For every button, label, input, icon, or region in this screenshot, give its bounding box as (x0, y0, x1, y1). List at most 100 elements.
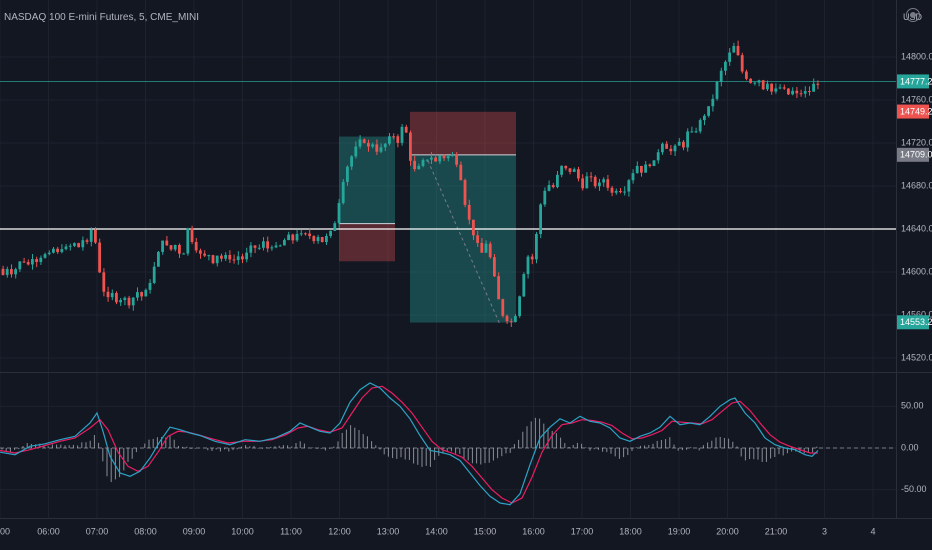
candle[interactable] (224, 254, 227, 259)
candle[interactable] (329, 230, 332, 236)
candle[interactable] (791, 90, 794, 95)
candle[interactable] (425, 159, 429, 161)
candle[interactable] (337, 203, 341, 224)
gear-icon[interactable] (906, 8, 920, 22)
candle[interactable] (375, 144, 379, 152)
candle[interactable] (581, 178, 584, 189)
candle[interactable] (451, 154, 454, 157)
candle[interactable] (22, 261, 26, 263)
candle[interactable] (560, 165, 563, 175)
candle[interactable] (551, 185, 555, 188)
candle[interactable] (719, 70, 723, 82)
candle[interactable] (316, 237, 320, 242)
candle[interactable] (350, 156, 353, 167)
candle[interactable] (753, 82, 757, 84)
candle[interactable] (308, 233, 311, 237)
candle[interactable] (64, 246, 68, 250)
candle[interactable] (249, 245, 253, 253)
candle[interactable] (778, 87, 782, 89)
candle[interactable] (724, 61, 727, 71)
candle[interactable] (262, 241, 265, 248)
candle[interactable] (236, 256, 240, 260)
candle[interactable] (484, 243, 488, 253)
candle[interactable] (131, 297, 135, 306)
candle[interactable] (304, 233, 307, 235)
candle[interactable] (148, 282, 152, 290)
candle[interactable] (745, 71, 748, 79)
candle[interactable] (291, 234, 295, 241)
candle[interactable] (413, 160, 416, 170)
macd-line[interactable] (0, 382, 819, 506)
candle[interactable] (127, 297, 131, 306)
candle[interactable] (530, 256, 534, 260)
candle[interactable] (766, 83, 769, 90)
short-position-target-zone[interactable] (410, 154, 516, 323)
candle[interactable] (467, 204, 471, 220)
candle[interactable] (656, 152, 660, 161)
candle[interactable] (644, 164, 647, 173)
candle[interactable] (203, 253, 206, 256)
candle[interactable] (182, 253, 185, 255)
candle[interactable] (152, 266, 156, 283)
candle[interactable] (73, 243, 76, 246)
candle[interactable] (514, 316, 517, 322)
candle[interactable] (102, 272, 106, 292)
candle[interactable] (312, 236, 316, 242)
candle[interactable] (169, 245, 173, 250)
candle[interactable] (556, 174, 559, 188)
candle[interactable] (123, 297, 127, 301)
candle[interactable] (232, 259, 236, 261)
candle[interactable] (186, 228, 190, 254)
candle[interactable] (690, 131, 694, 133)
candle[interactable] (94, 229, 97, 243)
candle[interactable] (228, 254, 232, 260)
candle[interactable] (459, 164, 463, 181)
candle[interactable] (60, 249, 64, 253)
candle[interactable] (47, 252, 51, 255)
candle[interactable] (598, 182, 601, 187)
candle[interactable] (190, 228, 194, 242)
candle[interactable] (623, 191, 626, 193)
candle[interactable] (106, 291, 110, 298)
candle[interactable] (703, 115, 706, 121)
candle[interactable] (10, 269, 13, 275)
candle[interactable] (661, 143, 664, 153)
candle[interactable] (640, 165, 643, 173)
candle[interactable] (35, 259, 38, 263)
signal-line[interactable] (0, 385, 818, 504)
candle[interactable] (320, 237, 324, 243)
candle[interactable] (715, 81, 719, 99)
candle[interactable] (539, 204, 542, 234)
candle[interactable] (463, 180, 467, 205)
candle[interactable] (749, 78, 752, 83)
candle[interactable] (215, 255, 219, 264)
candle[interactable] (173, 244, 177, 250)
candle[interactable] (812, 83, 815, 92)
candle[interactable] (442, 155, 446, 159)
candle[interactable] (409, 132, 412, 161)
candle[interactable] (434, 157, 437, 162)
candle[interactable] (677, 141, 681, 146)
candle[interactable] (526, 256, 530, 275)
candle[interactable] (165, 240, 169, 246)
candle[interactable] (648, 164, 652, 167)
candle[interactable] (85, 240, 89, 242)
candle[interactable] (56, 248, 59, 253)
candle[interactable] (287, 234, 290, 241)
candle[interactable] (522, 274, 526, 297)
candle[interactable] (564, 165, 568, 169)
candle[interactable] (698, 120, 702, 132)
candle[interactable] (438, 155, 442, 162)
candle[interactable] (593, 176, 597, 187)
candle[interactable] (283, 240, 286, 246)
candle[interactable] (421, 160, 425, 166)
candle[interactable] (665, 143, 668, 149)
candle[interactable] (341, 181, 345, 204)
candle[interactable] (278, 245, 282, 247)
candle[interactable] (602, 179, 605, 183)
candle[interactable] (140, 292, 143, 297)
candle[interactable] (257, 247, 261, 249)
candle[interactable] (404, 126, 408, 133)
candle[interactable] (68, 245, 72, 247)
